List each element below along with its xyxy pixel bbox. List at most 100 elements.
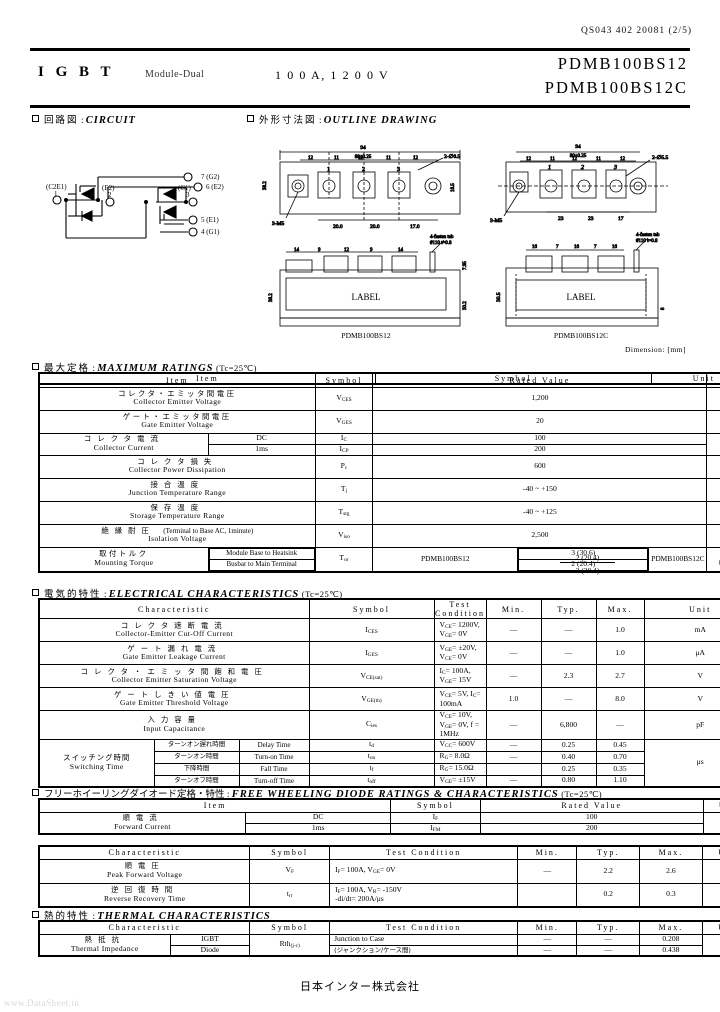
- row-condition: VGE= ±20V, VCE= 0V: [433, 641, 487, 666]
- row-unit: mA: [643, 618, 720, 643]
- row-condition: IF= 100A, VR= -150V -di/dt= 200A/μs: [329, 882, 519, 908]
- svg-text:12: 12: [572, 157, 578, 162]
- row-unit: V: [701, 858, 720, 884]
- row-min: —: [485, 618, 542, 643]
- row-item-cell: 絶縁耐圧 (Terminal to Base AC, 1minute) Isol…: [38, 523, 316, 548]
- row-item-cell: コレクタ・エミッタ間電圧 Collector Emitter Voltage: [38, 386, 316, 411]
- row-max: 0.70: [595, 750, 645, 764]
- module-description: Module-Dual: [145, 69, 205, 80]
- svg-text:1: 1: [548, 165, 551, 171]
- header-test-condition: Test Condition: [433, 598, 487, 620]
- row-min: —: [485, 664, 542, 689]
- row-item-cell: 入力容量 Input Capacitance: [38, 710, 310, 740]
- row-condition: IF= 100A, VGE= 0V: [329, 858, 519, 884]
- svg-text:3: 3: [613, 165, 617, 171]
- table-row: ゲートしきい値電圧 Gate Emitter Threshold Voltage V…: [38, 687, 720, 712]
- torque-values-a: 3 (30.6) 2 (20.4): [517, 546, 650, 572]
- svg-text:3: 3: [186, 191, 190, 199]
- table-row: 接合温度 Junction Temperature Range Tj -40 ~…: [38, 477, 720, 502]
- part-number-primary: PDMB100BS12: [557, 54, 688, 73]
- row-typ: —: [576, 944, 641, 957]
- row-value: 100: [372, 432, 708, 445]
- svg-text:17: 17: [618, 216, 624, 222]
- header-max: Max.: [639, 845, 703, 860]
- caption-max-ratings-cond: (Tc=25℃): [216, 363, 257, 373]
- row-min: —: [485, 738, 542, 752]
- item-jp: 絶縁耐圧 (Terminal to Base AC, 1minute): [101, 525, 254, 535]
- item-jp: コレクタ損失: [137, 456, 218, 466]
- header-max: Max.: [595, 598, 645, 620]
- row-condition: RG= 15.0Ω: [433, 762, 487, 776]
- row-unit: μs: [701, 882, 720, 908]
- row-max: —: [595, 710, 645, 740]
- caption-electrical: 電気的特性 : ELECTRICAL CHARACTERISTICS (Tc=2…: [32, 586, 343, 600]
- header-item: Item: [38, 372, 316, 388]
- row-device-diode: Diode: [169, 944, 251, 957]
- svg-text:94: 94: [360, 145, 366, 151]
- svg-text:14: 14: [294, 248, 300, 253]
- row-symbol: VGE(th): [308, 687, 435, 712]
- caption-outline-en: OUTLINE DRAWING: [323, 115, 438, 126]
- switching-label-jp: ターンオン時間: [153, 750, 240, 764]
- caption-max-ratings: 最大定格 : MAXIMUM RATINGS (Tc=25℃): [32, 360, 257, 374]
- item-en: Collector Power Dissipation: [128, 465, 226, 475]
- switching-label-en: Fall Time: [238, 762, 310, 776]
- row-condition-b: (ジャンクション/ケース間): [329, 944, 519, 957]
- svg-text:2-∅5.5: 2-∅5.5: [652, 154, 668, 161]
- row-unit: ℃/W: [701, 933, 720, 957]
- terminal-label-6: 6 (E2): [206, 183, 224, 191]
- row-unit: N・m (kgf・cm): [706, 546, 720, 572]
- row-value: 100: [479, 811, 704, 824]
- switching-label-jp: 下降時間: [153, 762, 240, 776]
- header-rated-value: Rated Value: [372, 372, 708, 388]
- header-typ: Typ.: [576, 845, 641, 860]
- caption-thermal: 熱的特性 : THERMAL CHARACTERISTICS: [32, 908, 271, 922]
- svg-text:3-M5: 3-M5: [490, 218, 502, 224]
- header-symbol: Symbol: [314, 372, 374, 388]
- header-symbol: Symbol: [249, 845, 331, 860]
- row-symbol: Cies: [308, 710, 435, 740]
- svg-text:11: 11: [596, 157, 601, 162]
- terminal-label-2: (E2): [102, 184, 115, 192]
- item-jp: ゲート漏れ電流: [127, 643, 222, 653]
- header-symbol: Symbol: [390, 798, 481, 813]
- svg-text:38.2: 38.2: [269, 293, 274, 302]
- unit-sub: (kgf・cm): [707, 559, 720, 566]
- row-unit: W: [706, 454, 720, 479]
- row-device-igbt: IGBT: [169, 933, 251, 946]
- row-value: 200: [372, 443, 708, 456]
- row-unit: μs: [643, 738, 720, 788]
- table-row: 順電圧 Peak Forward Voltage VF IF= 100A, VGE= …: [38, 858, 720, 884]
- row-item-cell: 保存温度 Storage Temperature Range: [38, 500, 316, 525]
- row-max: 1.10: [595, 774, 645, 788]
- row-unit: ℃: [706, 477, 720, 502]
- row-min: —: [517, 858, 578, 884]
- svg-text:9: 9: [370, 248, 373, 253]
- svg-text:17.0: 17.0: [410, 224, 420, 230]
- bullet-box-icon: [32, 789, 39, 796]
- torque-conditions: Module Base to Heatsink Busbar to Main T…: [207, 546, 316, 572]
- row-condition-dc: DC: [245, 811, 392, 824]
- row-item-cell: 順電圧 Peak Forward Voltage: [38, 858, 251, 884]
- header-min: Min.: [517, 845, 578, 860]
- caption-circuit-en: CIRCUIT: [85, 115, 136, 126]
- row-unit: pF: [643, 710, 720, 740]
- torque-value-a2: 2 (20.4): [518, 558, 649, 571]
- header-unit: Unit: [701, 920, 720, 935]
- bullet-box-icon: [32, 363, 39, 370]
- row-min: —: [485, 750, 542, 764]
- label-box-right: LABEL: [567, 292, 596, 302]
- table-header-row: Characteristic Symbol Test Condition Min…: [38, 845, 720, 860]
- row-value: 2,500: [372, 523, 708, 548]
- table-row: Diode (ジャンクション/ケース間) — — 0.438: [39, 944, 720, 957]
- row-min: —: [517, 933, 578, 946]
- row-value: 600: [372, 454, 708, 479]
- row-symbol: IFM: [390, 822, 481, 835]
- part-number-secondary: PDMB100BS12C: [544, 78, 688, 97]
- item-jp: 保存温度: [150, 502, 205, 512]
- row-max: 0.3: [639, 882, 703, 908]
- svg-text:23: 23: [588, 216, 594, 222]
- row-max: 1.0: [595, 641, 645, 666]
